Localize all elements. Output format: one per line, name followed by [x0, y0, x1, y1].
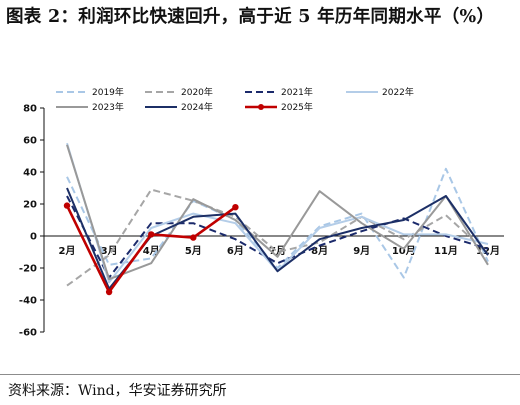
legend-label: 2020年	[181, 86, 213, 98]
x-tick-label: 6月	[227, 245, 244, 257]
x-tick-label: 2月	[59, 245, 76, 257]
x-tick-label: 8月	[311, 245, 328, 257]
legend-label: 2024年	[181, 101, 213, 113]
legend-label: 2021年	[281, 86, 313, 98]
legend-label: 2023年	[92, 101, 124, 113]
y-tick-label: 40	[23, 168, 37, 179]
y-tick-label: 60	[23, 136, 37, 147]
series-line-2019年	[66, 167, 489, 279]
legend-label: 2025年	[281, 101, 313, 113]
y-tick-label: 80	[23, 104, 37, 115]
series-line-2021年	[66, 195, 489, 279]
data-point-2025年	[105, 288, 113, 296]
data-point-2025年	[63, 202, 71, 209]
legend-item-2024年: 2024年	[145, 101, 213, 113]
legend: 2019年 2020年 2021年 2022年 2023年 2024年 2025年	[56, 86, 414, 113]
y-tick-label: 0	[30, 232, 37, 243]
legend-item-2019年: 2019年	[56, 86, 124, 98]
y-tick-label: -40	[19, 296, 37, 307]
y-tick-label: -20	[19, 264, 37, 275]
series-line-2024年	[66, 187, 489, 290]
legend-item-2021年: 2021年	[245, 86, 313, 98]
y-axis: -60 -40 -20 0 20 40 60 80	[19, 104, 45, 339]
legend-item-2025年: 2025年	[245, 101, 313, 113]
data-point-2025年	[148, 231, 155, 238]
legend-marker	[258, 104, 264, 110]
x-tick-label: 5月	[185, 245, 202, 257]
legend-item-2020年: 2020年	[145, 86, 213, 98]
source-divider	[0, 374, 520, 375]
x-tick-label: 10月	[392, 245, 416, 257]
y-tick-label: 20	[23, 200, 37, 211]
series-line-2023年	[66, 144, 489, 281]
legend-item-2023年: 2023年	[56, 101, 124, 113]
legend-item-2022年: 2022年	[346, 86, 414, 98]
series-layer	[63, 142, 489, 296]
chart-title: 图表 2：利润环比快速回升，高于近 5 年历年同期水平（%）	[6, 7, 495, 27]
legend-label: 2019年	[92, 86, 124, 98]
y-tick-label: -60	[19, 328, 37, 339]
source-note: 资料来源：Wind，华安证券研究所	[8, 383, 227, 399]
data-point-2025年	[232, 204, 239, 211]
legend-label: 2022年	[382, 86, 414, 98]
x-tick-label: 11月	[434, 245, 458, 257]
data-point-2025年	[190, 234, 197, 241]
x-tick-label: 9月	[353, 245, 370, 257]
